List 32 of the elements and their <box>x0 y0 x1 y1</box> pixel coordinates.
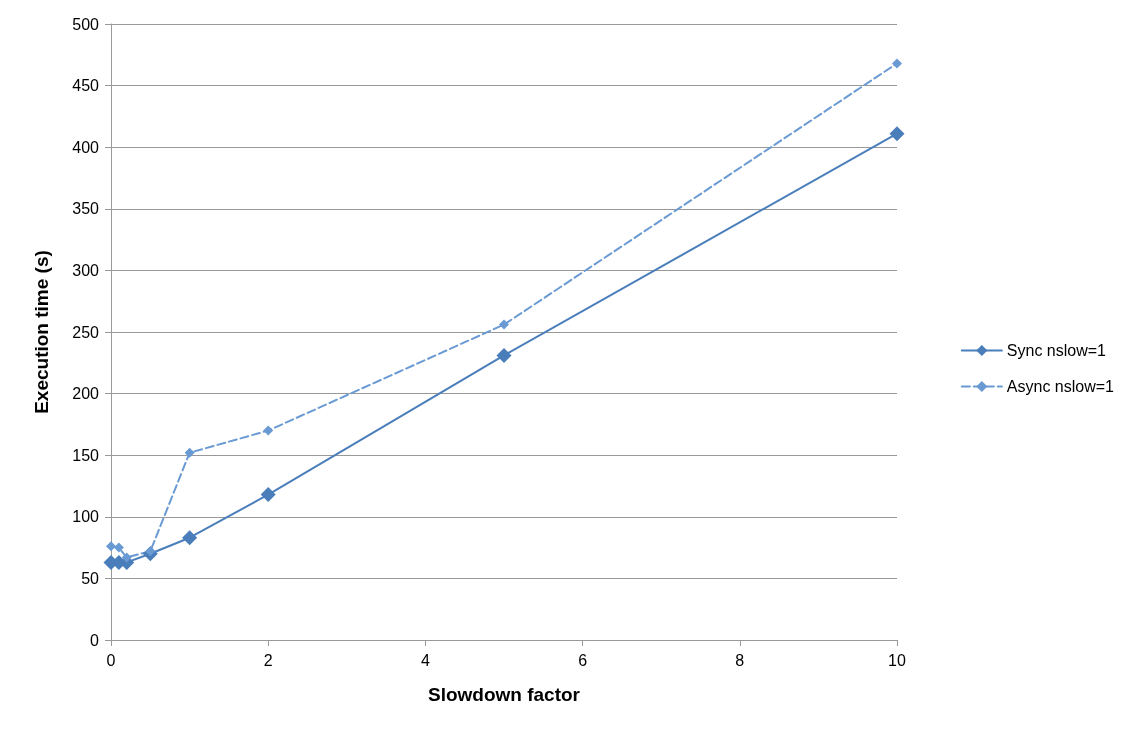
x-tick-label: 8 <box>735 651 745 669</box>
x-tick-label: 2 <box>263 651 273 669</box>
y-tick-label: 100 <box>72 508 100 526</box>
point <box>106 541 116 552</box>
point <box>182 530 198 546</box>
x-tick-label: 10 <box>888 651 906 669</box>
point <box>892 58 902 69</box>
y-tick-label: 450 <box>72 77 100 95</box>
x-tick-label: 6 <box>578 651 588 669</box>
x-tick-label: 0 <box>106 651 116 669</box>
legend-label: Async nslow=1 <box>1006 378 1115 395</box>
point <box>121 552 132 563</box>
point <box>499 319 509 330</box>
y-tick-label: 300 <box>72 261 100 279</box>
y-tick-label: 150 <box>72 446 100 464</box>
y-tick-label: 0 <box>90 631 100 649</box>
x-tick-label: 4 <box>420 651 430 669</box>
point <box>113 542 124 553</box>
x-axis-title: Slowdown factor <box>428 684 581 705</box>
y-tick-label: 500 <box>72 15 100 33</box>
y-tick-label: 200 <box>72 385 100 403</box>
y-tick-label: 400 <box>72 138 100 156</box>
point <box>260 487 276 503</box>
point <box>889 126 905 142</box>
y-tick-label: 350 <box>72 200 100 218</box>
point <box>184 447 195 458</box>
y-tick-label: 250 <box>72 323 100 341</box>
point <box>496 347 512 363</box>
point <box>263 425 274 436</box>
y-axis-title: Execution time (s) <box>31 250 52 414</box>
y-tick-label: 50 <box>81 569 100 587</box>
legend-label: Sync nslow=1 <box>1006 342 1107 359</box>
